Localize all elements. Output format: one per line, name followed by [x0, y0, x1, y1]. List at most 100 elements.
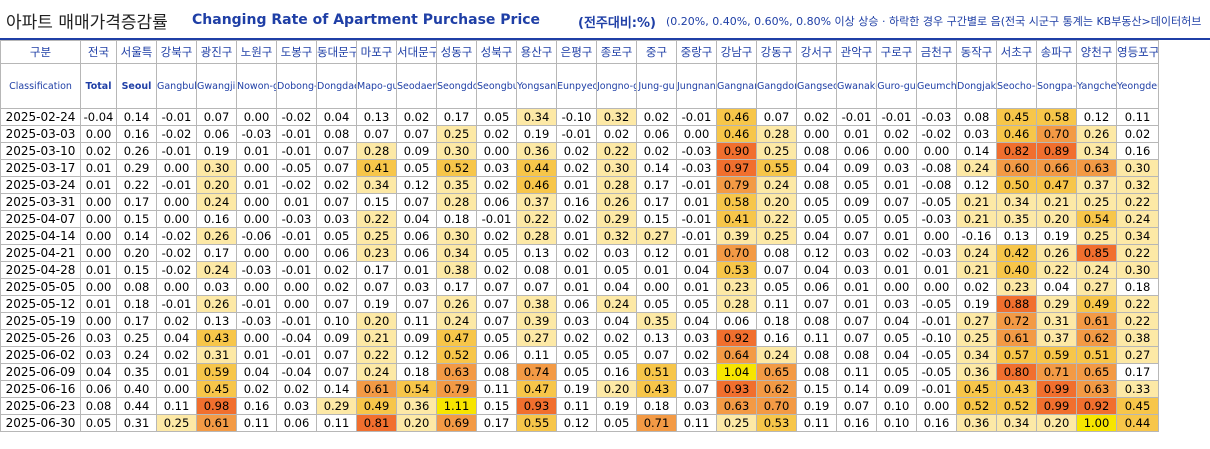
- value-cell[interactable]: 0.35: [436, 176, 477, 194]
- value-cell[interactable]: 0.37: [1076, 176, 1117, 194]
- value-cell[interactable]: 0.07: [636, 346, 677, 364]
- value-cell[interactable]: 0.08: [316, 125, 357, 143]
- value-cell[interactable]: -0.02: [916, 125, 957, 143]
- value-cell[interactable]: 0.05: [676, 295, 717, 313]
- value-cell[interactable]: 0.06: [836, 142, 877, 160]
- value-cell[interactable]: 0.99: [1036, 380, 1077, 398]
- value-cell[interactable]: 0.47: [1036, 176, 1077, 194]
- value-cell[interactable]: 0.05: [476, 108, 517, 126]
- value-cell[interactable]: 0.34: [956, 346, 997, 364]
- value-cell[interactable]: 0.16: [596, 363, 637, 381]
- value-cell[interactable]: 0.63: [1076, 159, 1117, 177]
- row-date-cell[interactable]: 2025-03-31: [0, 193, 81, 211]
- column-header-ko[interactable]: 성북구: [476, 40, 517, 64]
- value-cell[interactable]: 0.26: [1076, 125, 1117, 143]
- value-cell[interactable]: 0.19: [796, 397, 837, 415]
- value-cell[interactable]: 0.17: [636, 176, 677, 194]
- value-cell[interactable]: 0.13: [636, 329, 677, 347]
- value-cell[interactable]: 0.54: [396, 380, 437, 398]
- value-cell[interactable]: 0.23: [356, 244, 397, 262]
- value-cell[interactable]: 0.24: [196, 261, 237, 279]
- value-cell[interactable]: 0.03: [596, 244, 637, 262]
- value-cell[interactable]: 0.82: [996, 142, 1037, 160]
- value-cell[interactable]: -0.03: [276, 210, 317, 228]
- value-cell[interactable]: 0.17: [436, 108, 477, 126]
- value-cell[interactable]: 0.08: [796, 142, 837, 160]
- value-cell[interactable]: 0.26: [1036, 244, 1077, 262]
- value-cell[interactable]: 0.24: [356, 363, 397, 381]
- value-cell[interactable]: 0.01: [236, 346, 277, 364]
- value-cell[interactable]: 0.17: [116, 312, 157, 330]
- value-cell[interactable]: 0.23: [716, 278, 757, 296]
- value-cell[interactable]: 0.03: [676, 363, 717, 381]
- value-cell[interactable]: 0.11: [1116, 108, 1159, 126]
- value-cell[interactable]: 0.01: [556, 227, 597, 245]
- value-cell[interactable]: 0.17: [356, 261, 397, 279]
- value-cell[interactable]: 0.19: [596, 397, 637, 415]
- value-cell[interactable]: 0.16: [756, 329, 797, 347]
- value-cell[interactable]: 0.25: [1076, 227, 1117, 245]
- value-cell[interactable]: 0.02: [476, 125, 517, 143]
- value-cell[interactable]: 0.62: [1076, 329, 1117, 347]
- value-cell[interactable]: 0.08: [836, 346, 877, 364]
- value-cell[interactable]: 0.12: [396, 346, 437, 364]
- column-header-en[interactable]: Nowon-gu: [236, 63, 277, 109]
- value-cell[interactable]: 0.24: [1076, 261, 1117, 279]
- value-cell[interactable]: 0.00: [916, 142, 957, 160]
- value-cell[interactable]: 0.25: [956, 329, 997, 347]
- value-cell[interactable]: 0.06: [396, 244, 437, 262]
- value-cell[interactable]: 0.53: [756, 414, 797, 432]
- row-date-cell[interactable]: 2025-03-03: [0, 125, 81, 143]
- value-cell[interactable]: -0.10: [556, 108, 597, 126]
- value-cell[interactable]: 0.01: [236, 176, 277, 194]
- value-cell[interactable]: 0.45: [1116, 397, 1159, 415]
- value-cell[interactable]: 0.01: [636, 261, 677, 279]
- value-cell[interactable]: 0.07: [316, 193, 357, 211]
- value-cell[interactable]: 0.08: [80, 397, 117, 415]
- value-cell[interactable]: 0.02: [596, 125, 637, 143]
- value-cell[interactable]: 0.19: [196, 142, 237, 160]
- value-cell[interactable]: 0.13: [356, 108, 397, 126]
- value-cell[interactable]: 0.74: [516, 363, 557, 381]
- column-header-en[interactable]: Dongdaemun-gu: [316, 63, 357, 109]
- row-date-cell[interactable]: 2025-04-28: [0, 261, 81, 279]
- value-cell[interactable]: 0.49: [1076, 295, 1117, 313]
- value-cell[interactable]: 0.34: [996, 193, 1037, 211]
- value-cell[interactable]: 0.20: [1036, 414, 1077, 432]
- value-cell[interactable]: 0.05: [596, 414, 637, 432]
- column-header-ko[interactable]: 은평구: [556, 40, 597, 64]
- value-cell[interactable]: 0.45: [996, 108, 1037, 126]
- value-cell[interactable]: 0.19: [516, 125, 557, 143]
- column-header-en[interactable]: Guro-gu: [876, 63, 917, 109]
- value-cell[interactable]: -0.01: [276, 346, 317, 364]
- value-cell[interactable]: 0.66: [1036, 159, 1077, 177]
- value-cell[interactable]: 0.02: [956, 278, 997, 296]
- column-header-en[interactable]: Seongbuk-gu: [476, 63, 517, 109]
- value-cell[interactable]: 0.01: [396, 261, 437, 279]
- value-cell[interactable]: 0.11: [476, 380, 517, 398]
- value-cell[interactable]: 0.28: [356, 142, 397, 160]
- value-cell[interactable]: 0.59: [196, 363, 237, 381]
- value-cell[interactable]: -0.03: [916, 210, 957, 228]
- value-cell[interactable]: 1.11: [436, 397, 477, 415]
- value-cell[interactable]: -0.01: [556, 125, 597, 143]
- value-cell[interactable]: 0.01: [676, 244, 717, 262]
- value-cell[interactable]: 0.02: [636, 142, 677, 160]
- value-cell[interactable]: 0.27: [636, 227, 677, 245]
- value-cell[interactable]: 0.04: [1036, 278, 1077, 296]
- value-cell[interactable]: 0.44: [116, 397, 157, 415]
- column-header-ko[interactable]: 동대문구: [316, 40, 357, 64]
- column-header-en[interactable]: Dobong-gu: [276, 63, 317, 109]
- value-cell[interactable]: 0.08: [796, 312, 837, 330]
- value-cell[interactable]: 0.51: [636, 363, 677, 381]
- value-cell[interactable]: 0.70: [1036, 125, 1077, 143]
- value-cell[interactable]: 0.39: [716, 227, 757, 245]
- value-cell[interactable]: 0.99: [1036, 397, 1077, 415]
- value-cell[interactable]: 0.38: [516, 295, 557, 313]
- value-cell[interactable]: 0.21: [956, 193, 997, 211]
- value-cell[interactable]: 0.03: [956, 125, 997, 143]
- value-cell[interactable]: 0.05: [316, 227, 357, 245]
- column-header-en[interactable]: Jongno-gu: [596, 63, 637, 109]
- value-cell[interactable]: 0.12: [396, 176, 437, 194]
- value-cell[interactable]: 0.07: [316, 295, 357, 313]
